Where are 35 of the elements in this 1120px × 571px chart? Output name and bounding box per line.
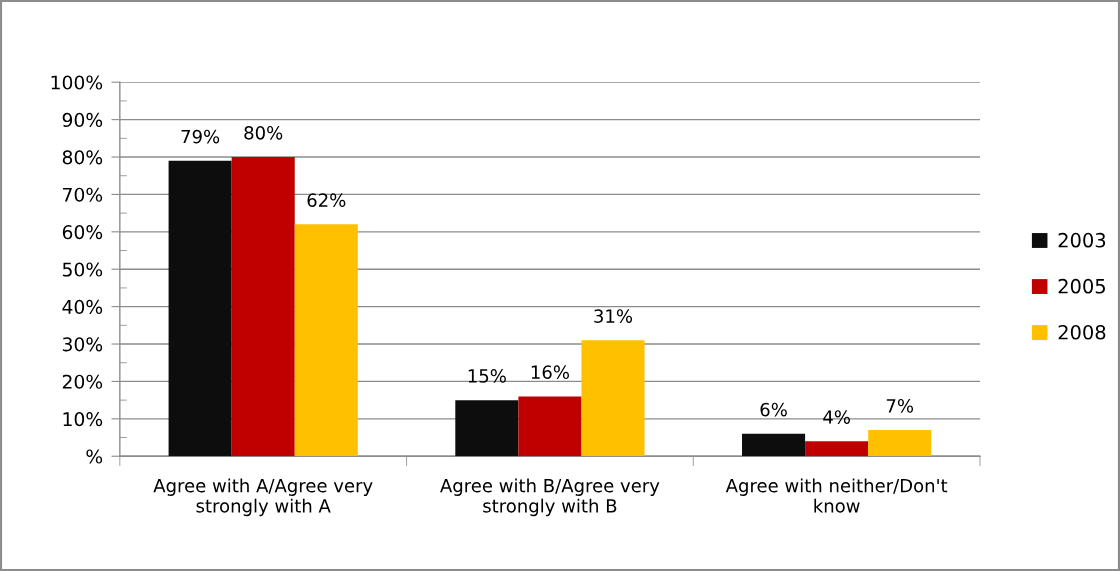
data-label: 7% (886, 399, 914, 413)
y-tick-label: 50% (62, 262, 103, 277)
y-tick-label: 90% (62, 112, 103, 128)
y-tick-label: 30% (62, 337, 103, 352)
bar (742, 433, 806, 457)
x-tick-label: Agree with A/Agree very strongly with A (153, 478, 373, 517)
x-tick-label: Agree with neither/Don't know (725, 478, 948, 513)
data-label: 6% (760, 402, 787, 417)
y-tick-label: 20% (62, 374, 103, 389)
y-tick-label: 40% (62, 299, 103, 315)
bar (231, 157, 295, 457)
y-tick-label: 70% (63, 187, 103, 202)
y-tick-label: 80% (62, 150, 103, 165)
bar (168, 160, 232, 457)
y-tick-label: 60% (62, 225, 103, 240)
bar (455, 400, 519, 457)
y-tick-label: 10% (63, 412, 103, 427)
data-label: 79% (181, 129, 220, 144)
bar (518, 396, 582, 457)
data-label: 15% (468, 369, 506, 383)
data-label: 62% (307, 193, 346, 207)
data-label: 31% (594, 309, 633, 323)
data-label: 4% (823, 410, 850, 424)
bar (294, 224, 358, 457)
data-label: 80% (244, 125, 283, 140)
bar (581, 340, 645, 457)
y-tick-label: % (86, 449, 103, 464)
data-label: 16% (531, 365, 569, 379)
x-tick-label: Agree with B/Agree very strongly with B (440, 478, 660, 517)
bar (805, 441, 869, 457)
legend-label: 2008 (1058, 324, 1106, 340)
bar (868, 430, 932, 457)
legend-label: 2005 (1058, 278, 1105, 294)
legend-label: 2003 (1058, 232, 1106, 248)
y-tick-label: 100% (51, 75, 103, 90)
